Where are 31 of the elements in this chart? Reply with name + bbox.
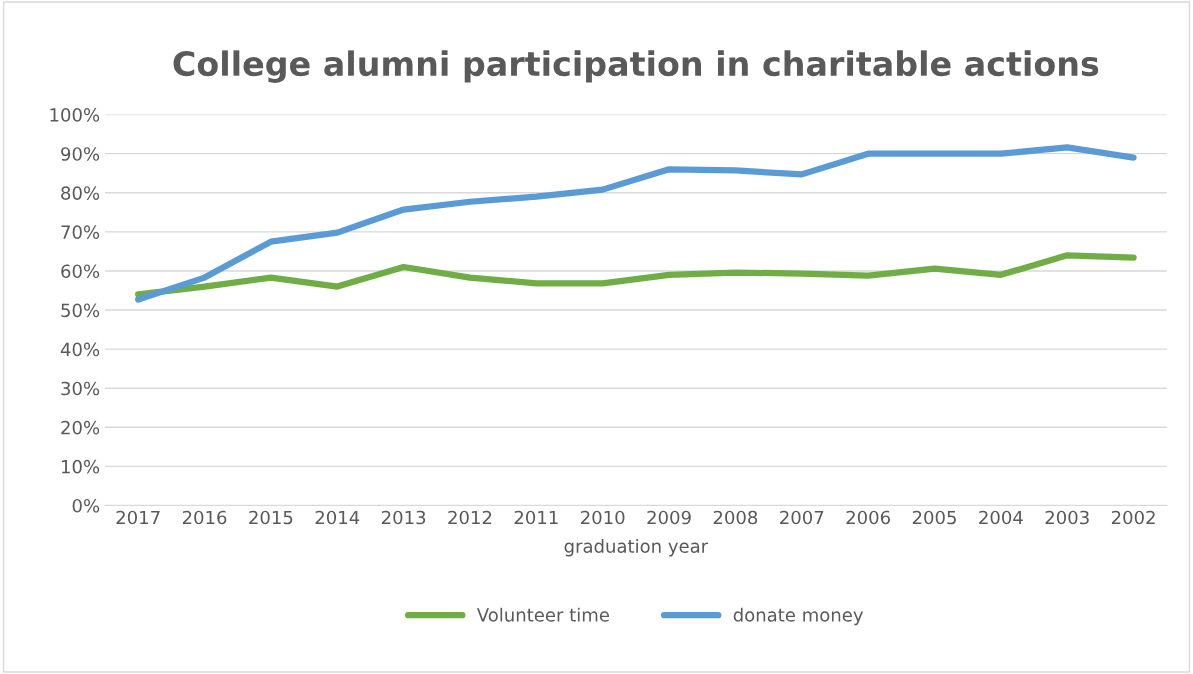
y-tick-label: 100%	[50, 108, 100, 122]
x-tick-label: 2007	[780, 510, 824, 525]
x-tick-label: 2014	[315, 510, 360, 525]
y-tick-label: 20%	[61, 420, 100, 435]
legend-label: Volunteer time	[476, 607, 609, 622]
x-tick-label: 2003	[1045, 510, 1089, 525]
x-tick-label: 2002	[1111, 510, 1155, 525]
x-tick-label: 2012	[448, 510, 492, 525]
legend-label: donate money	[733, 607, 864, 626]
y-tick-label: 0%	[72, 498, 100, 513]
y-tick-label: 30%	[61, 381, 100, 396]
y-tick-label: 70%	[61, 225, 100, 239]
x-tick-label: 2009	[647, 510, 691, 525]
x-tick-label: 2010	[581, 510, 625, 525]
y-tick-label: 90%	[61, 147, 100, 161]
x-tick-label: 2017	[116, 510, 160, 525]
x-tick-label: 2013	[381, 510, 426, 525]
y-tick-label: 50%	[61, 303, 100, 318]
y-tick-label: 60%	[61, 264, 100, 279]
y-tick-label: 80%	[61, 186, 100, 200]
x-tick-label: 2016	[182, 510, 227, 525]
x-tick-label: 2005	[912, 510, 956, 525]
x-tick-label: 2004	[979, 510, 1023, 525]
y-tick-label: 40%	[60, 342, 100, 357]
x-tick-label: 2008	[713, 510, 758, 525]
chart-title: College alumni participation in charitable actions	[173, 50, 1099, 83]
x-tick-label: 2015	[249, 510, 293, 525]
x-tick-label: 2011	[514, 510, 558, 525]
x-axis-title: graduation year	[564, 538, 709, 557]
y-tick-label: 10%	[61, 459, 100, 474]
x-tick-label: 2006	[846, 510, 890, 525]
